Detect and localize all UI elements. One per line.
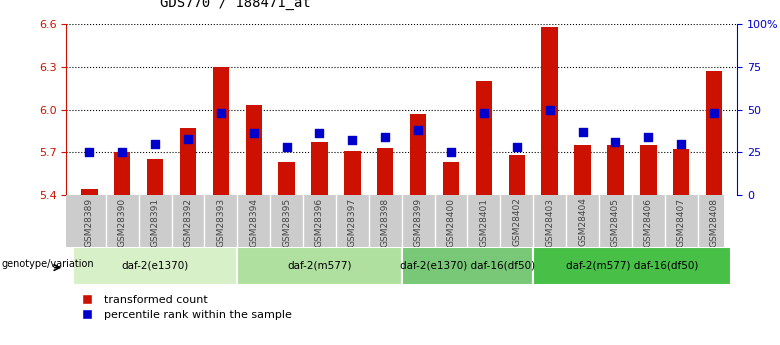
Legend: transformed count, percentile rank within the sample: transformed count, percentile rank withi…	[72, 290, 296, 325]
Point	[215, 110, 227, 116]
Point	[544, 107, 556, 112]
Bar	[114, 152, 130, 195]
Text: daf-2(m577): daf-2(m577)	[287, 261, 352, 270]
Text: GSM28391: GSM28391	[151, 197, 160, 247]
Bar	[443, 162, 459, 195]
Text: GSM28404: GSM28404	[578, 197, 587, 246]
Text: GSM28397: GSM28397	[348, 197, 357, 247]
Bar	[344, 151, 360, 195]
Bar	[509, 155, 525, 195]
Point	[609, 139, 622, 145]
Bar	[179, 128, 197, 195]
Bar	[534, 247, 731, 285]
Text: GSM28389: GSM28389	[85, 197, 94, 247]
Point	[707, 110, 720, 116]
Text: GSM28400: GSM28400	[446, 197, 456, 247]
Bar	[541, 27, 558, 195]
Bar	[673, 149, 690, 195]
Text: GSM28392: GSM28392	[183, 197, 193, 247]
Text: daf-2(e1370) daf-16(df50): daf-2(e1370) daf-16(df50)	[400, 261, 535, 270]
Text: GSM28403: GSM28403	[545, 197, 554, 247]
Text: GSM28390: GSM28390	[118, 197, 126, 247]
Bar	[147, 159, 163, 195]
Point	[445, 149, 457, 155]
Text: GSM28399: GSM28399	[413, 197, 423, 247]
Bar	[476, 81, 492, 195]
Point	[511, 144, 523, 150]
Text: GSM28405: GSM28405	[611, 197, 620, 247]
Bar	[410, 114, 427, 195]
Text: GSM28396: GSM28396	[315, 197, 324, 247]
Bar	[574, 145, 590, 195]
Bar	[402, 247, 534, 285]
Text: GDS770 / 188471_at: GDS770 / 188471_at	[160, 0, 310, 10]
Bar	[278, 162, 295, 195]
Bar	[237, 247, 402, 285]
Text: GSM28398: GSM28398	[381, 197, 390, 247]
Point	[280, 144, 292, 150]
Bar	[73, 247, 237, 285]
Text: GSM28401: GSM28401	[480, 197, 488, 247]
Text: GSM28406: GSM28406	[644, 197, 653, 247]
Bar	[706, 71, 722, 195]
Bar	[81, 189, 98, 195]
Bar	[246, 105, 262, 195]
Point	[83, 149, 96, 155]
Point	[642, 134, 654, 140]
Point	[412, 127, 424, 133]
Point	[477, 110, 490, 116]
Text: GSM28393: GSM28393	[216, 197, 225, 247]
Bar	[213, 67, 229, 195]
Point	[379, 134, 392, 140]
Point	[182, 136, 194, 141]
Point	[116, 149, 129, 155]
Text: GSM28408: GSM28408	[710, 197, 718, 247]
Text: daf-2(m577) daf-16(df50): daf-2(m577) daf-16(df50)	[566, 261, 698, 270]
Point	[675, 141, 687, 146]
Text: GSM28394: GSM28394	[250, 197, 258, 247]
Bar	[607, 145, 624, 195]
Point	[314, 131, 326, 136]
Point	[149, 141, 161, 146]
Point	[247, 131, 260, 136]
Bar	[311, 142, 328, 195]
Text: daf-2(e1370): daf-2(e1370)	[122, 261, 189, 270]
Text: genotype/variation: genotype/variation	[2, 259, 94, 269]
Text: GSM28395: GSM28395	[282, 197, 291, 247]
Point	[576, 129, 589, 135]
Text: GSM28407: GSM28407	[677, 197, 686, 247]
Bar	[640, 145, 657, 195]
Bar	[377, 148, 393, 195]
Point	[346, 138, 359, 143]
Text: GSM28402: GSM28402	[512, 197, 521, 246]
